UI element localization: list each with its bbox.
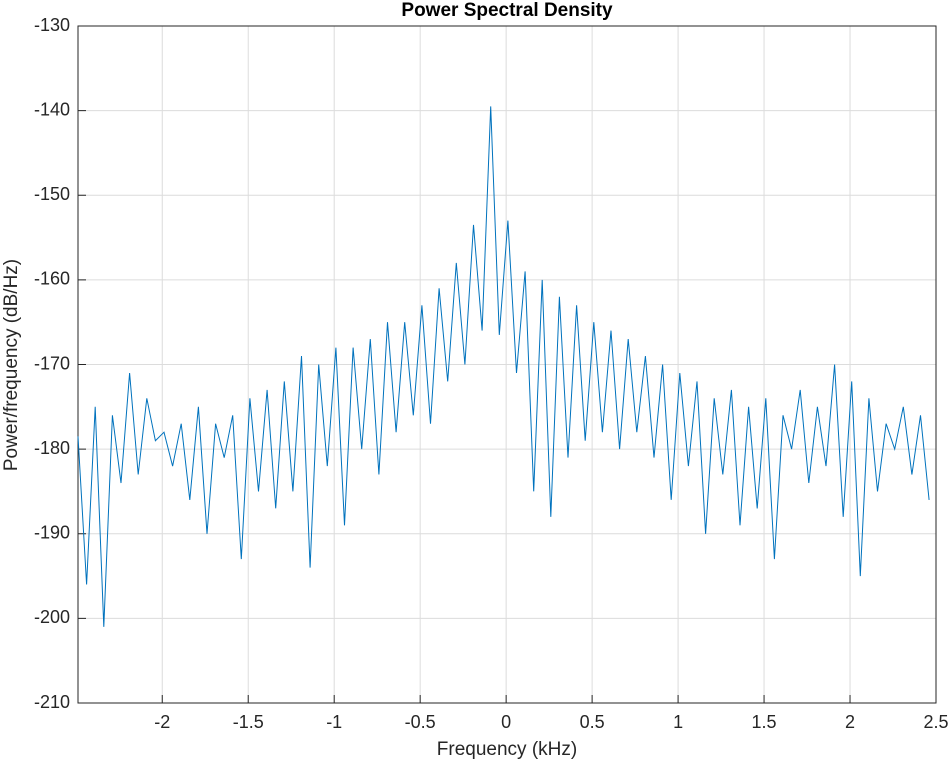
x-tick-label: 0: [501, 712, 511, 732]
y-tick-label: -190: [34, 523, 70, 543]
spectrum-line: [77, 106, 930, 627]
y-tick-label: -210: [34, 692, 70, 712]
y-tick-label: -200: [34, 607, 70, 627]
x-tick-label: -0.5: [405, 712, 436, 732]
x-tick-label: 1: [673, 712, 683, 732]
y-tick-label: -130: [34, 15, 70, 35]
x-tick-label: -2: [154, 712, 170, 732]
x-tick-label: -1: [326, 712, 342, 732]
y-tick-label: -180: [34, 438, 70, 458]
y-axis-label: Power/frequency (dB/Hz): [1, 259, 22, 471]
x-tick-label: 0.5: [580, 712, 605, 732]
x-tick-label: 2.5: [923, 712, 948, 732]
x-tick-label: -1.5: [233, 712, 264, 732]
chart-title: Power Spectral Density: [401, 0, 613, 21]
x-tick-label: 1.5: [752, 712, 777, 732]
x-axis-label: Frequency (kHz): [437, 739, 577, 760]
y-tick-label: -170: [34, 353, 70, 373]
y-tick-label: -160: [34, 269, 70, 289]
y-tick-label: -150: [34, 184, 70, 204]
y-tick-label: -140: [34, 99, 70, 119]
plot-frame: [77, 25, 937, 704]
x-tick-label: 2: [845, 712, 855, 732]
